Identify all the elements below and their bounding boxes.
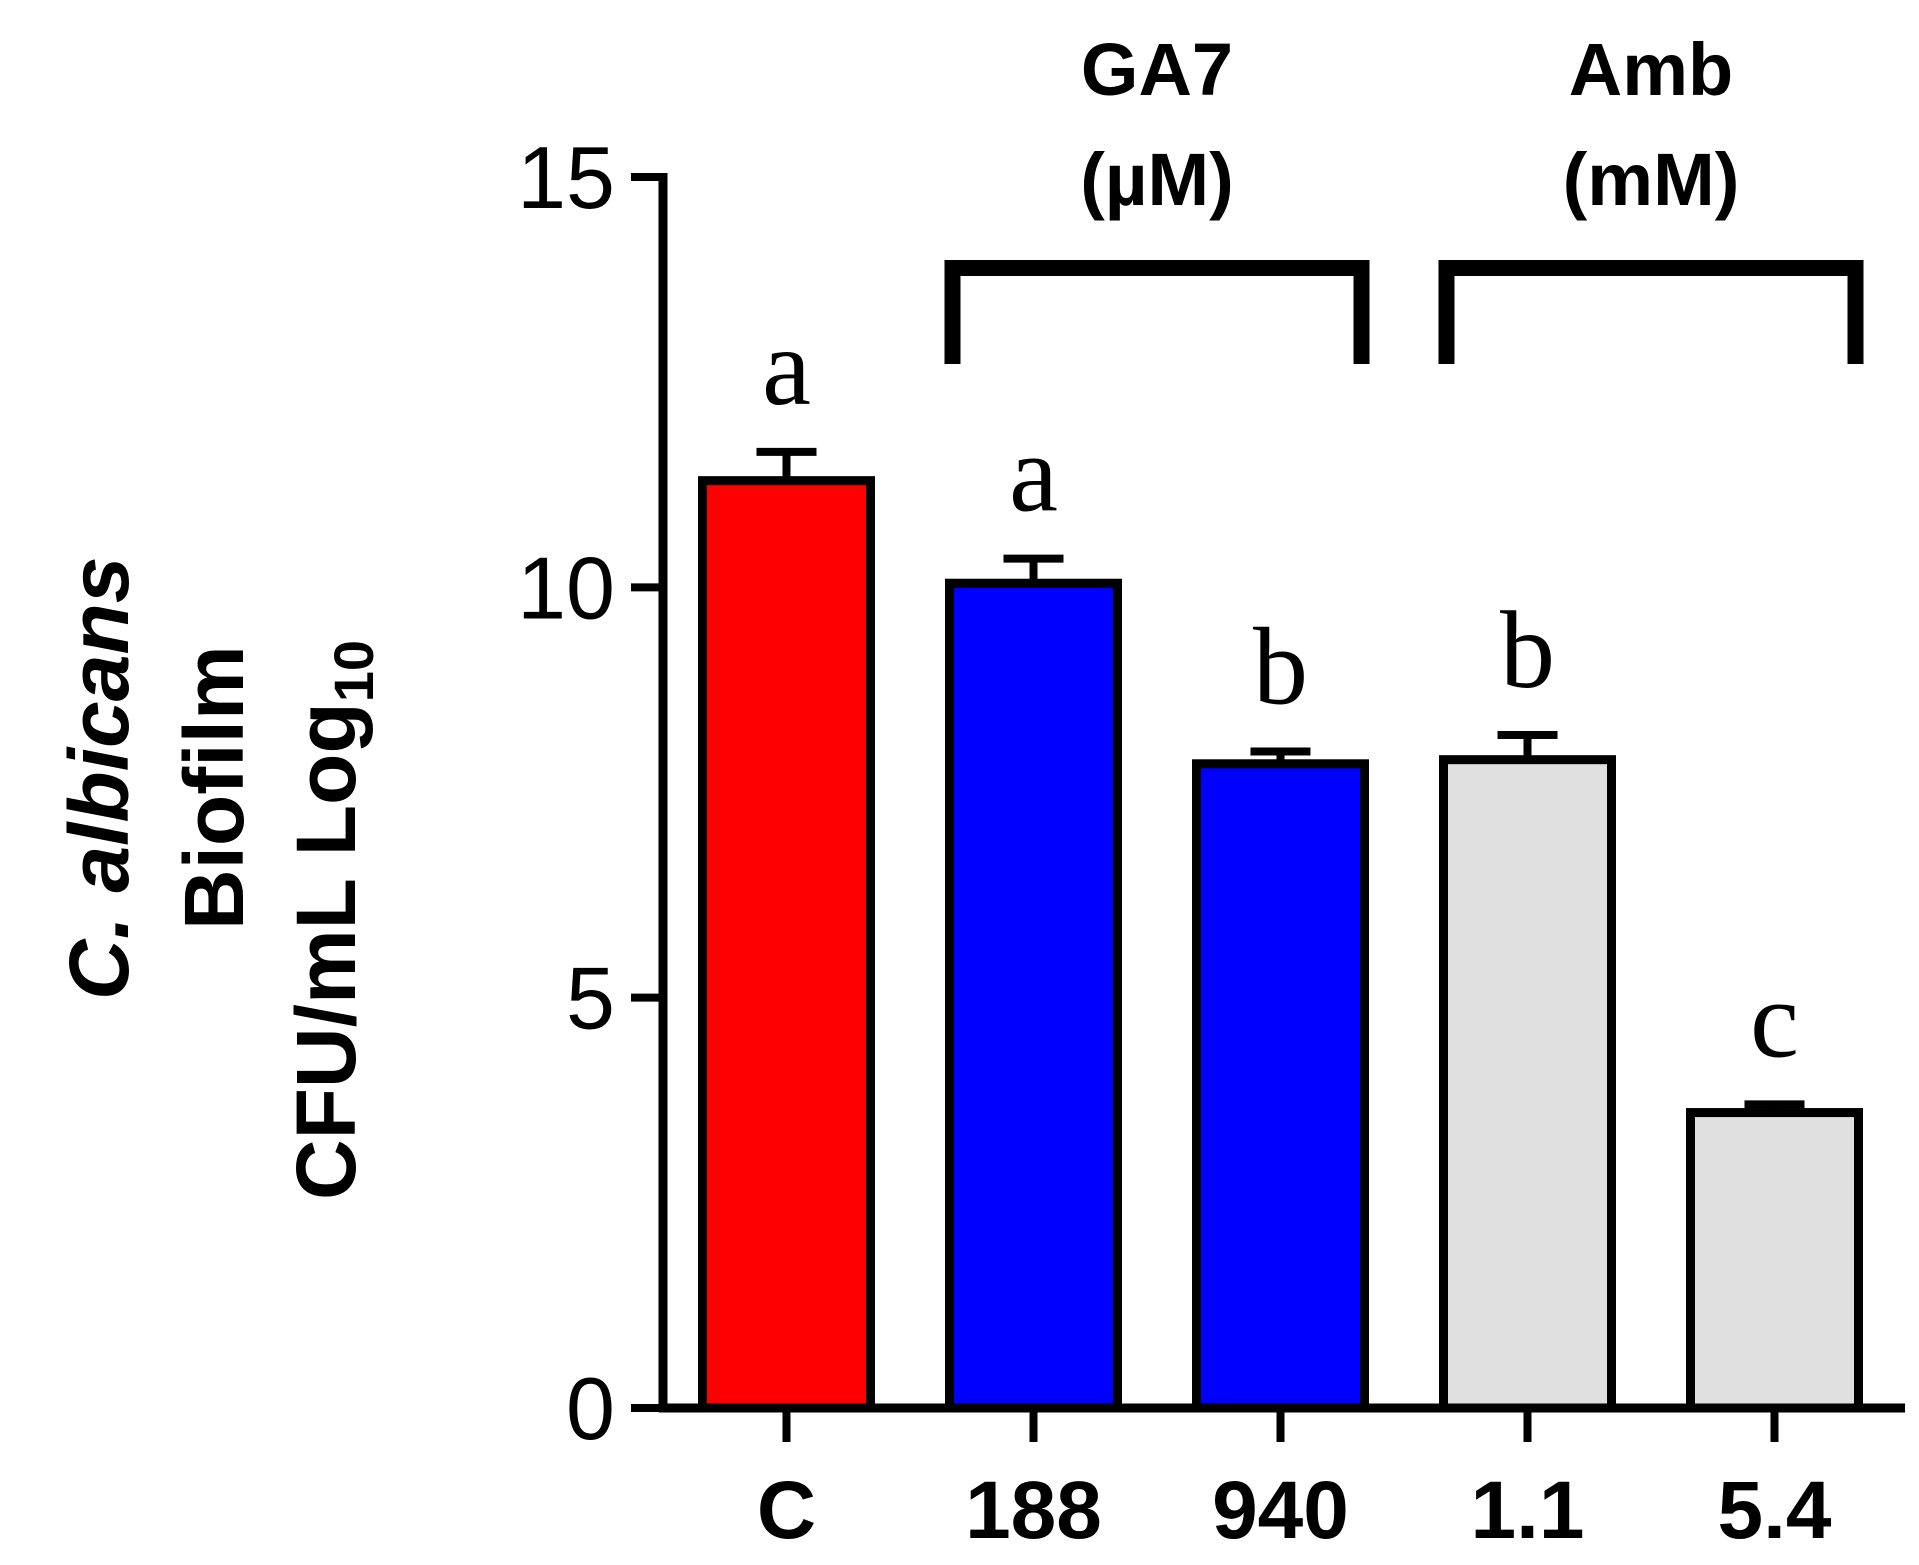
significance-label-1: a [1009, 413, 1058, 535]
bar-1.1 [1439, 755, 1616, 1413]
y-axis-label-line-1: C. albicans [52, 556, 146, 1000]
significance-label-2: b [1253, 605, 1308, 727]
bar-C [698, 476, 875, 1413]
x-tick-label-940: 940 [1212, 1465, 1349, 1556]
y-tick-label-15: 15 [517, 128, 615, 227]
y-axis-label-line-3: CFU/mL Log10 [279, 640, 385, 1200]
x-tick-label-1.1: 1.1 [1471, 1465, 1585, 1556]
x-tick-label-188: 188 [965, 1465, 1102, 1556]
x-tick-label-5.4: 5.4 [1718, 1465, 1832, 1556]
y-axis-label-line-2: Biofilm [167, 645, 261, 930]
group-bracket-amb [1438, 260, 1864, 364]
group-bracket-ga7 [944, 260, 1370, 364]
significance-label-0: a [762, 306, 811, 428]
plot-area: 0 5 10 15 Ca 188 a 940 b 1.1 b 5.4 c GA7 (µM) Amb (mM) [517, 28, 1905, 1556]
significance-label-4: c [1750, 958, 1799, 1080]
bar-940 [1192, 759, 1369, 1413]
y-tick-label-0: 0 [566, 1359, 615, 1458]
group-unit-ga7: (µM) [1080, 138, 1234, 221]
group-unit-amb: (mM) [1563, 138, 1740, 221]
bar-5.4 [1686, 1108, 1863, 1413]
group-name-amb: Amb [1569, 28, 1733, 111]
bar-188 [945, 578, 1122, 1413]
y-axis-label-line-3-main: CFU/mL Log [279, 702, 373, 1200]
significance-label-3: b [1500, 589, 1555, 711]
y-tick-label-10: 10 [517, 538, 615, 637]
y-tick-label-5: 5 [566, 949, 615, 1048]
group-name-ga7: GA7 [1081, 28, 1233, 111]
y-axis-label-subscript: 10 [322, 640, 385, 702]
x-tick-label-C: C [757, 1465, 816, 1556]
